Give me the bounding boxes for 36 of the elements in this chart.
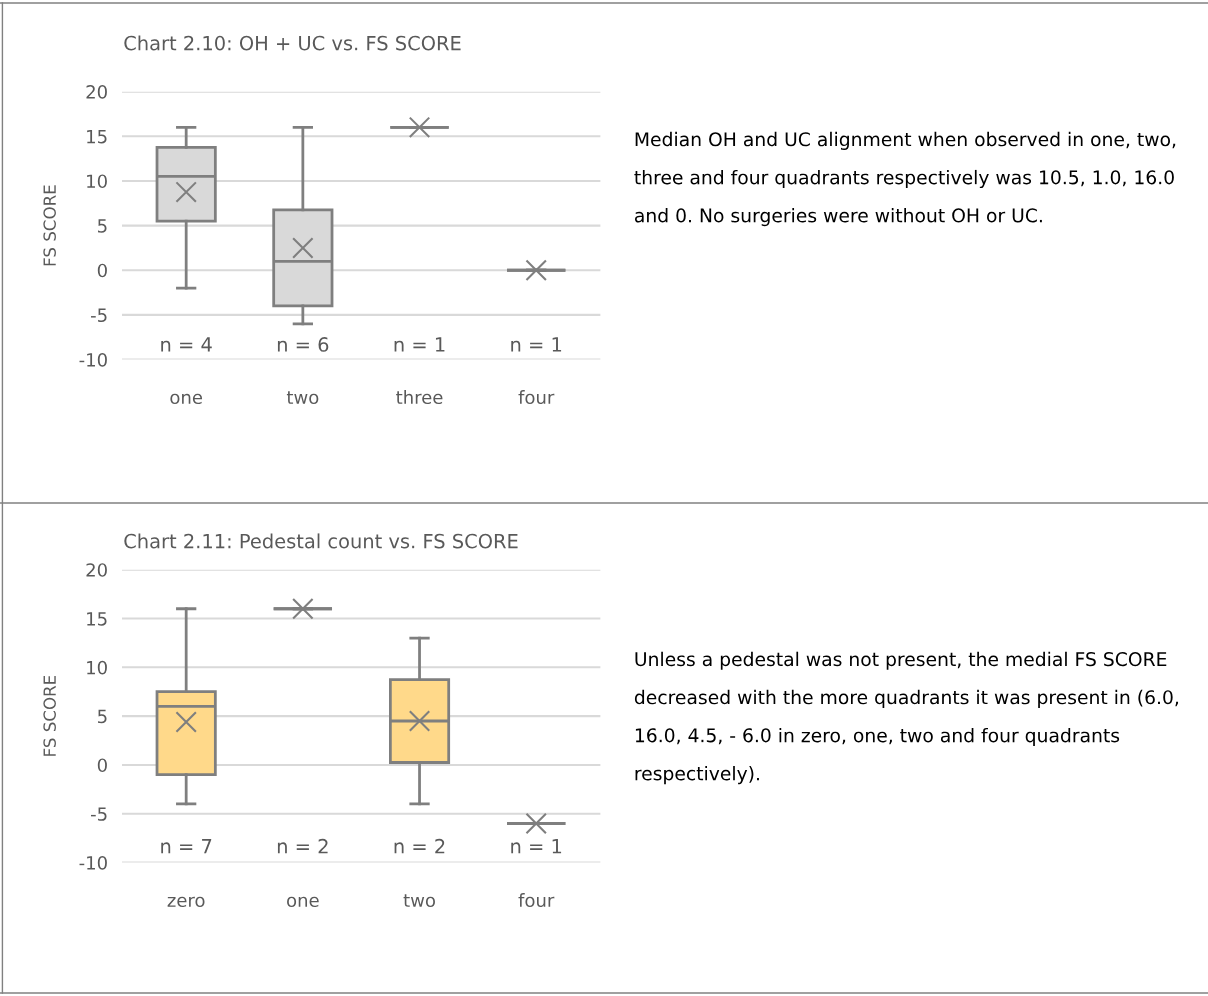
x-tick-label: one [287, 896, 319, 908]
chart-title: Chart 2.10: OH + UC vs. FS SCORE [124, 35, 461, 51]
text: Unless a pedestal was not present, the medial FS SCORE decreased with the more quadrants it was present in (6.0, 16.0, 4.5, - 6.0 in zero, one, two and four quadrants respectively). [634, 651, 1179, 785]
y-tick-label: 5 [98, 219, 107, 233]
y-tick-label: 20 [86, 563, 107, 577]
x-tick-label: one [170, 393, 203, 405]
y-axis-title: FS SCORE [43, 675, 56, 756]
y-tick-label: -10 [79, 856, 107, 870]
annotation: n = 6 [277, 337, 329, 352]
text: Median OH and UC alignment when observed in one, two, three and four quadrants respectively was 10.5, 1.0, 16.0 and 0. No surgeries were without OH or UC. [634, 131, 1176, 227]
y-tick-label: -10 [79, 353, 107, 367]
y-tick-label: 10 [87, 660, 107, 675]
y-axis-title: FS SCORE [43, 185, 56, 266]
annotation: n = 1 [394, 337, 445, 352]
annotation: n = 4 [161, 337, 212, 352]
x-tick-label: two [286, 391, 319, 405]
y-tick-label: 0 [97, 263, 107, 278]
y-tick-label: 20 [86, 85, 107, 99]
y-tick-label: 0 [97, 758, 107, 773]
y-tick-label: -5 [91, 308, 107, 323]
annotation: n = 7 [161, 839, 212, 854]
y-tick-label: 15 [87, 612, 107, 626]
x-tick-label: three [396, 390, 443, 405]
x-tick-label: zero [167, 896, 205, 908]
annotation: n = 1 [511, 337, 562, 352]
x-tick-label: four [518, 390, 555, 405]
annotation: n = 2 [277, 838, 328, 854]
y-tick-label: 15 [87, 129, 107, 144]
x-tick-label: four [518, 893, 555, 908]
y-tick-label: 5 [98, 709, 107, 724]
y-tick-label: 10 [87, 174, 107, 189]
chart-title: Chart 2.11: Pedestal count vs. FS SCORE [124, 533, 518, 549]
y-tick-label: -5 [91, 807, 107, 821]
annotation: n = 1 [511, 839, 562, 854]
annotation: n = 2 [394, 838, 445, 854]
x-tick-label: two [403, 894, 435, 908]
